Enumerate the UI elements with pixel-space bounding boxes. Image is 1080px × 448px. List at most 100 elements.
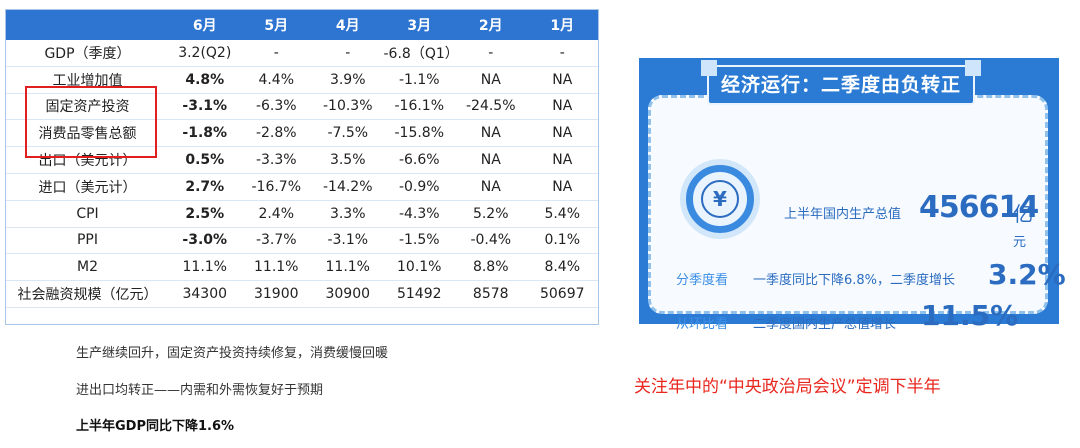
table-cell: -16.7%: [240, 173, 312, 201]
row-label: GDP（季度）: [6, 40, 169, 67]
gdp-label: 上半年国内生产总值: [784, 207, 902, 222]
qoq-growth: 11.5%: [921, 299, 1019, 332]
note-production: 生产继续回升，固定资产投资持续修复，消费缓慢回暖: [76, 346, 389, 361]
table-cell: NA: [455, 66, 527, 94]
table-cell: -15.8%: [383, 119, 455, 148]
quarterly-growth: 3.2%: [988, 258, 1066, 291]
table-cell: -10.3%: [312, 93, 384, 121]
table-cell: 3.3%: [312, 200, 384, 228]
table-cell: 30900: [312, 280, 384, 308]
table-cell: -6.6%: [383, 146, 455, 174]
table-cell: -6.3%: [240, 93, 312, 121]
table-cell: 50697: [526, 280, 598, 308]
table-cell: -1.1%: [383, 66, 455, 94]
row-label: CPI: [6, 200, 169, 228]
table-row: GDP（季度） 3.2(Q2) - - -6.8（Q1） - -: [6, 40, 598, 67]
header-cell: 5月: [240, 10, 312, 40]
table-row: 工业增加值 4.8% 4.4% 3.9% -1.1% NA NA: [6, 66, 598, 94]
row-label: 出口（美元计）: [6, 146, 169, 174]
table-row: 出口（美元计） 0.5% -3.3% 3.5% -6.6% NA NA: [6, 146, 598, 174]
header-cell: 4月: [312, 10, 384, 40]
card-body: ¥ 上半年国内生产总值 456614 亿元 分季度看 一季度同比下降6.8%，二…: [648, 95, 1066, 332]
table-cell: NA: [526, 173, 598, 201]
note-gdp: 上半年GDP同比下降1.6%: [76, 419, 235, 434]
row-label: M2: [6, 253, 169, 282]
quarterly-tag: 分季度看: [676, 273, 729, 288]
table-cell: NA: [526, 146, 598, 174]
macro-data-table: 6月 5月 4月 3月 2月 1月 GDP（季度） 3.2(Q2) - - -6.8（Q…: [6, 10, 598, 308]
red-caption: 关注年中的“中央政治局会议”定调下半年: [634, 377, 941, 397]
table-cell: 5.2%: [455, 200, 527, 228]
table-cell: 4.8%: [169, 66, 241, 94]
table-row: CPI 2.5% 2.4% 3.3% -4.3% 5.2% 5.4%: [6, 200, 598, 228]
table-cell: NA: [526, 66, 598, 94]
table-cell: 8.4%: [526, 253, 598, 282]
table-cell: NA: [455, 146, 527, 174]
table-cell: -: [312, 40, 384, 67]
table-cell: -4.3%: [383, 200, 455, 228]
table-row: PPI -3.0% -3.7% -3.1% -1.5% -0.4% 0.1%: [6, 227, 598, 255]
table-header-row: 6月 5月 4月 3月 2月 1月: [6, 10, 598, 40]
header-cell: 3月: [383, 10, 455, 40]
table-cell: 8578: [455, 280, 527, 308]
table-cell: 11.1%: [240, 253, 312, 282]
table-cell: 5.4%: [526, 200, 598, 228]
table-cell: 11.1%: [312, 253, 384, 282]
note-trade: 进出口均转正——内需和外需恢复好于预期: [76, 383, 324, 398]
gdp-unit: 亿元: [1013, 202, 1033, 250]
table-cell: NA: [455, 119, 527, 148]
table-cell: 3.2(Q2): [169, 40, 241, 67]
table-cell: -16.1%: [383, 93, 455, 121]
header-cell: 1月: [526, 10, 598, 40]
table-row: M2 11.1% 11.1% 11.1% 10.1% 8.8% 8.4%: [6, 253, 598, 282]
table-cell: -3.0%: [169, 227, 241, 255]
table-cell: -: [526, 40, 598, 67]
table-cell: 3.5%: [312, 146, 384, 174]
table-row: 固定资产投资 -3.1% -6.3% -10.3% -16.1% -24.5% NA: [6, 93, 598, 121]
table-cell: 3.9%: [312, 66, 384, 94]
table-cell: 11.1%: [169, 253, 241, 282]
header-cell: [6, 10, 169, 40]
table-cell: 8.8%: [455, 253, 527, 282]
row-label: PPI: [6, 227, 169, 255]
table-cell: 0.5%: [169, 146, 241, 174]
table-cell: -2.8%: [240, 119, 312, 148]
header-cell: 6月: [169, 10, 241, 40]
row-label: 消费品零售总额: [6, 119, 169, 148]
table-cell: 51492: [383, 280, 455, 308]
table-cell: -: [455, 40, 527, 67]
table-cell: NA: [455, 173, 527, 201]
table-cell: -14.2%: [312, 173, 384, 201]
table-cell: -1.5%: [383, 227, 455, 255]
table-cell: -3.1%: [169, 93, 241, 121]
yuan-coin-icon: ¥: [686, 165, 754, 233]
macro-data-table-wrapper: 6月 5月 4月 3月 2月 1月 GDP（季度） 3.2(Q2) - - -6.8（Q…: [5, 9, 599, 325]
qoq-tag: 从环比看: [676, 317, 729, 332]
table-cell: -24.5%: [455, 93, 527, 121]
header-cell: 2月: [455, 10, 527, 40]
table-cell: -0.9%: [383, 173, 455, 201]
table-cell: 34300: [169, 280, 241, 308]
table-cell: 4.4%: [240, 66, 312, 94]
row-label: 社会融资规模（亿元）: [6, 280, 169, 308]
table-cell: -3.3%: [240, 146, 312, 174]
table-cell: 2.5%: [169, 200, 241, 228]
row-label: 固定资产投资: [6, 93, 169, 121]
table-cell: -7.5%: [312, 119, 384, 148]
table-cell: -3.1%: [312, 227, 384, 255]
table-cell: -: [240, 40, 312, 67]
table-cell: -6.8（Q1）: [383, 40, 455, 67]
table-row: 社会融资规模（亿元） 34300 31900 30900 51492 8578 50697: [6, 280, 598, 308]
row-label: 进口（美元计）: [6, 173, 169, 201]
table-cell: 10.1%: [383, 253, 455, 282]
table-row: 消费品零售总额 -1.8% -2.8% -7.5% -15.8% NA NA: [6, 119, 598, 148]
row-label: 工业增加值: [6, 66, 169, 94]
card-title: 经济运行：二季度由负转正: [701, 60, 981, 105]
table-cell: 2.4%: [240, 200, 312, 228]
gdp-value: 456614: [919, 190, 1039, 225]
economy-card: ¥ 上半年国内生产总值 456614 亿元 分季度看 一季度同比下降6.8%，二…: [639, 58, 1066, 332]
quarterly-text: 一季度同比下降6.8%，二季度增长: [753, 273, 956, 288]
table-cell: 31900: [240, 280, 312, 308]
table-cell: 0.1%: [526, 227, 598, 255]
table-cell: NA: [526, 93, 598, 121]
